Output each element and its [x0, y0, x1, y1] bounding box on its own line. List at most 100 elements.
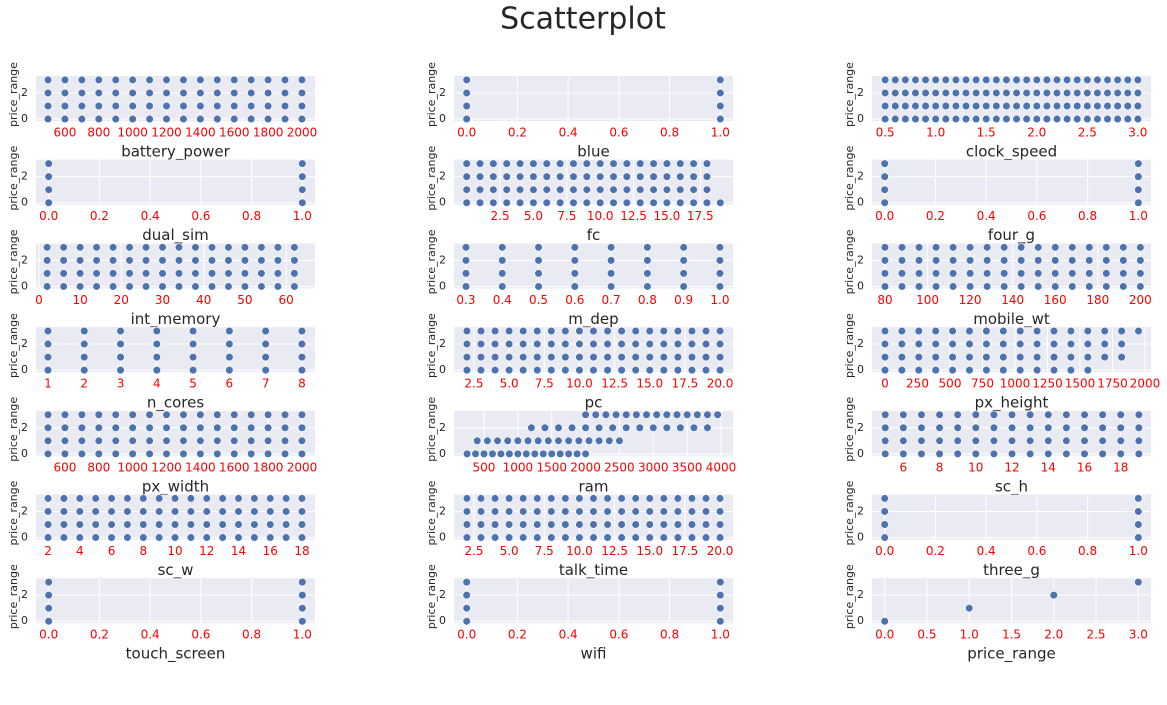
scatter-point [982, 88, 991, 98]
scatter-point [476, 353, 486, 362]
scatter-point [645, 326, 654, 336]
scatter-point [941, 114, 950, 124]
scatter-point [533, 533, 542, 542]
scatter-point [673, 494, 682, 503]
scatter-point [564, 449, 573, 458]
scatter-point [880, 339, 890, 349]
scatter-point [505, 494, 514, 503]
y-axis-label: price_range [843, 313, 856, 378]
scatter-point [542, 185, 551, 194]
scatter-point [1002, 114, 1011, 124]
scatter-point [596, 185, 605, 194]
scatter-point [1080, 436, 1089, 445]
y-axis-label: price_range [7, 564, 20, 629]
scatter-point [297, 423, 307, 432]
scatter-point [547, 449, 556, 458]
scatter-point [1052, 75, 1062, 85]
scatter-point [261, 339, 270, 349]
x-axis-label: battery_power [121, 143, 230, 162]
scatter-point [635, 423, 644, 432]
scatter-point [605, 436, 614, 445]
scatter-point [280, 449, 290, 458]
x-tick-label: 1 [44, 377, 52, 391]
scatter-point [713, 410, 722, 419]
x-tick-label: 30 [155, 293, 170, 307]
x-tick-label: 0.2 [508, 126, 527, 140]
scatter-point [982, 366, 991, 375]
scatter-point [659, 339, 668, 349]
scatter-point [462, 591, 471, 600]
x-tick-label: 8 [298, 377, 306, 391]
x-tick-label: 10.0 [566, 377, 593, 391]
scatter-point [649, 185, 658, 194]
x-tick-label: 1.0 [293, 628, 312, 642]
scatter-point [914, 366, 923, 375]
scatter-point [971, 410, 980, 419]
x-tick-label: 18 [294, 544, 309, 558]
scatter-point [941, 101, 950, 111]
scatter-point [266, 494, 275, 503]
scatter-point [529, 185, 538, 194]
scatter-point [897, 366, 907, 375]
scatter-point [496, 449, 506, 458]
scatter-point [247, 75, 256, 85]
y-axis-label: price_range [425, 229, 438, 294]
scatter-point [273, 256, 283, 265]
x-tick-label: 120 [959, 293, 982, 307]
scatter-point [1119, 243, 1128, 252]
scatter-point [533, 366, 542, 375]
x-tick-label: 1800 [253, 460, 284, 474]
scatter-point [297, 101, 307, 111]
scatter-point [1117, 353, 1126, 362]
scatter-point [60, 410, 70, 419]
x-tick-label: 6 [108, 544, 116, 558]
scatter-point [1119, 269, 1128, 278]
scatter-point [108, 256, 118, 265]
scatter-point [1007, 449, 1017, 458]
scatter-point [75, 533, 84, 542]
scatter-point [91, 494, 100, 503]
scatter-point [702, 185, 712, 194]
scatter-point [921, 75, 930, 85]
scatter-point [92, 269, 101, 278]
scatter-point [673, 326, 682, 336]
scatter-point [992, 75, 1001, 85]
x-tick-label: 17.5 [672, 377, 699, 391]
scatter-point [94, 114, 103, 124]
x-tick-label: 5.0 [500, 544, 519, 558]
x-tick-label: 0 [881, 377, 889, 391]
scatter-point [298, 198, 307, 207]
scatter-point [589, 326, 598, 336]
scatter-point [1049, 366, 1059, 375]
scatter-point [230, 88, 239, 98]
scatter-point [1080, 423, 1089, 432]
scatter-point [498, 282, 507, 291]
scatter-point [502, 198, 511, 207]
scatter-point [880, 198, 889, 207]
scatter-point [123, 520, 132, 529]
x-tick-label: 1000 [117, 460, 148, 474]
scatter-point [716, 591, 725, 600]
y-axis-label: price_range [843, 564, 856, 629]
scatter-point [196, 449, 205, 458]
scatter-point [489, 185, 498, 194]
scatter-point [240, 243, 250, 252]
scatter-point [123, 533, 132, 542]
scatter-point [961, 75, 971, 85]
scatter-point [202, 533, 211, 542]
plot-area [36, 159, 315, 205]
scatter-point [581, 410, 590, 419]
scatter-point [662, 410, 671, 419]
scatter-point [43, 533, 53, 542]
scatter-point [202, 494, 211, 503]
x-tick-label: 6 [900, 460, 908, 474]
scatter-point [891, 88, 900, 98]
scatter-point [505, 520, 514, 529]
scatter-point [643, 256, 652, 265]
y-tick-label: 0 [857, 614, 864, 627]
scatter-point [461, 243, 471, 252]
y-tick-label: 2 [439, 86, 446, 99]
scatter-point [1062, 410, 1071, 419]
plot-area [872, 76, 1151, 121]
scatter-point [575, 339, 584, 349]
